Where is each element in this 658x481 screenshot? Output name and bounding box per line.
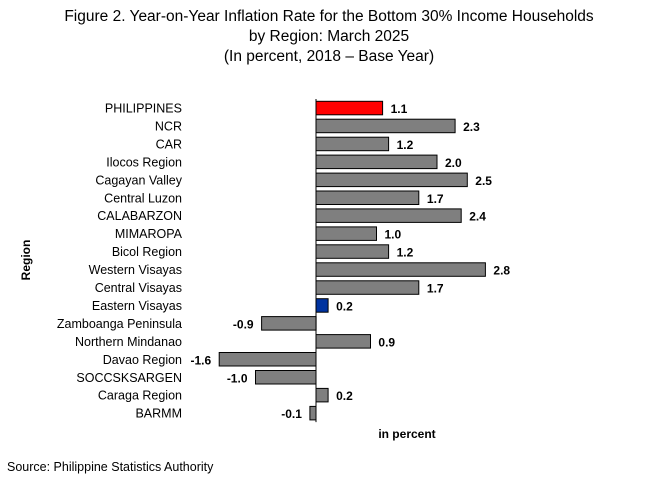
category-label-caraga-region: Caraga Region xyxy=(98,389,182,403)
y-axis-label: Region xyxy=(19,240,33,281)
category-labels-group: PHILIPPINES NCR CAR Ilocos Region Cagayan Va… xyxy=(57,102,183,421)
value-label-caraga-region: 0.2 xyxy=(336,389,353,403)
bar-soccsksargen xyxy=(255,370,317,385)
bar-philippines xyxy=(315,100,384,116)
value-label-cagayan-valley: 2.5 xyxy=(475,174,492,188)
value-label-western-visayas: 2.8 xyxy=(493,264,510,278)
value-label-philippines: 1.1 xyxy=(391,102,408,116)
value-label-northern-mindanao: 0.9 xyxy=(378,335,395,349)
bar-western-visayas xyxy=(315,262,486,277)
bar-bicol-region xyxy=(315,244,390,259)
category-label-calabarzon: CALABARZON xyxy=(97,209,182,223)
bars-group xyxy=(218,100,486,421)
category-label-mimaropa: MIMAROPA xyxy=(115,227,183,241)
chart-title: Figure 2. Year-on-Year Inflation Rate fo… xyxy=(0,7,658,67)
chart-title-line-1: Figure 2. Year-on-Year Inflation Rate fo… xyxy=(64,8,594,25)
value-labels-group: 1.1 2.3 1.2 2.0 2.5 1.7 2.4 1.0 1.2 2.8 1.7 0.2 -0.9… xyxy=(191,102,511,421)
category-label-zamboanga-peninsula: Zamboanga Peninsula xyxy=(57,317,182,331)
value-label-davao-region: -1.6 xyxy=(191,353,212,367)
bar-eastern-visayas xyxy=(315,298,329,313)
bar-caraga-region xyxy=(315,387,329,403)
bar-davao-region xyxy=(218,352,317,367)
category-label-central-luzon: Central Luzon xyxy=(104,191,182,205)
bar-car xyxy=(315,136,390,152)
category-label-davao-region: Davao Region xyxy=(103,353,182,367)
category-label-philippines: PHILIPPINES xyxy=(105,102,182,116)
bar-central-visayas xyxy=(315,280,420,295)
category-label-northern-mindanao: Northern Mindanao xyxy=(75,335,182,349)
source-note: Source: Philippine Statistics Authority xyxy=(7,460,214,474)
value-label-mimaropa: 1.0 xyxy=(385,228,402,242)
chart-title-line-3: (In percent, 2018 – Base Year) xyxy=(223,48,435,65)
value-label-ncr: 2.3 xyxy=(463,120,480,134)
value-label-ilocos-region: 2.0 xyxy=(445,156,462,170)
value-label-central-luzon: 1.7 xyxy=(427,192,444,206)
bar-ncr xyxy=(315,118,456,134)
category-label-western-visayas: Western Visayas xyxy=(89,263,182,277)
bar-mimaropa xyxy=(315,226,377,241)
category-label-central-visayas: Central Visayas xyxy=(95,281,182,295)
category-label-ncr: NCR xyxy=(155,119,182,133)
bar-barmm xyxy=(309,405,317,421)
bar-calabarzon xyxy=(315,208,462,223)
category-label-soccsksargen: SOCCSKSARGEN xyxy=(76,371,182,385)
value-label-bicol-region: 1.2 xyxy=(397,246,414,260)
category-label-car: CAR xyxy=(156,137,182,151)
bar-central-luzon xyxy=(315,190,420,205)
value-label-barmm: -0.1 xyxy=(281,407,302,421)
bar-zamboanga-peninsula xyxy=(261,316,317,331)
category-label-bicol-region: Bicol Region xyxy=(112,245,182,259)
chart-title-line-2: by Region: March 2025 xyxy=(248,28,410,45)
category-label-eastern-visayas: Eastern Visayas xyxy=(92,299,182,313)
bar-northern-mindanao xyxy=(315,334,371,349)
bar-cagayan-valley xyxy=(315,172,468,188)
value-label-soccsksargen: -1.0 xyxy=(227,371,248,385)
category-label-cagayan-valley: Cagayan Valley xyxy=(95,173,182,187)
value-label-eastern-visayas: 0.2 xyxy=(336,299,353,313)
value-label-car: 1.2 xyxy=(397,138,414,152)
value-label-calabarzon: 2.4 xyxy=(469,210,486,224)
bar-ilocos-region xyxy=(315,154,438,170)
value-label-central-visayas: 1.7 xyxy=(427,282,444,296)
category-label-barmm: BARMM xyxy=(135,407,182,421)
category-label-ilocos-region: Ilocos Region xyxy=(106,155,182,169)
value-label-zamboanga-peninsula: -0.9 xyxy=(233,317,254,331)
x-axis-label: in percent xyxy=(378,427,435,441)
